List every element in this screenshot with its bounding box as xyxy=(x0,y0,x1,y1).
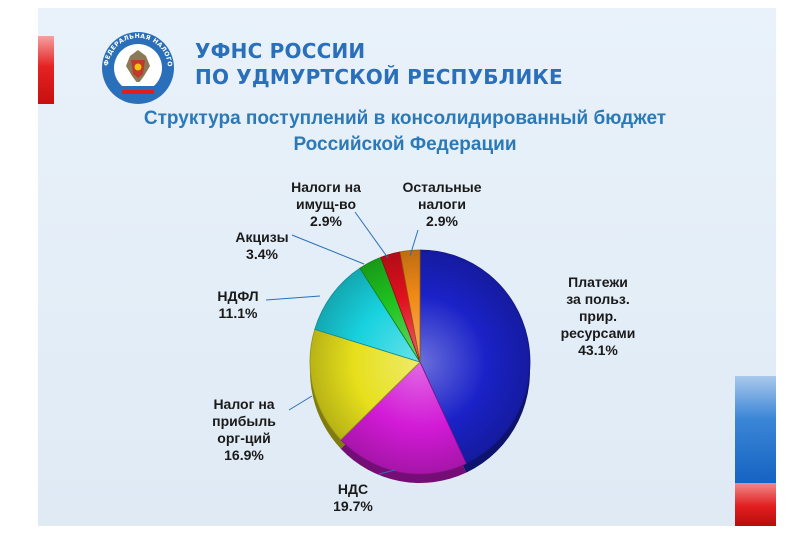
pie-slice[interactable] xyxy=(399,249,421,363)
slice-category-label: за польз. xyxy=(566,291,629,307)
slice-category-label: налоги xyxy=(418,196,466,212)
leader-line xyxy=(265,295,321,301)
pie-slice[interactable] xyxy=(314,267,421,363)
slice-category-label: орг-ций xyxy=(217,430,270,446)
decorative-flag-bars xyxy=(735,376,776,526)
leader-line xyxy=(378,469,396,475)
slice-category-label: Налог на xyxy=(213,396,274,412)
organization-name: УФНС РОССИИ ПО УДМУРТСКОЙ РЕСПУБЛИКЕ xyxy=(195,38,563,90)
leader-line xyxy=(409,229,419,257)
slice-value-label: 2.9% xyxy=(426,213,458,229)
slice-value-label: 3.4% xyxy=(246,246,278,262)
slice-value-label: 19.7% xyxy=(333,498,373,514)
slice-category-label: НДФЛ xyxy=(217,288,258,304)
slice-category-label: Платежи xyxy=(568,274,628,290)
leader-line xyxy=(291,234,365,265)
decorative-blue-bar xyxy=(735,376,776,483)
slice-value-label: 2.9% xyxy=(310,213,342,229)
chart-title-line-1: Структура поступлений в консолидированны… xyxy=(143,108,667,129)
org-line-1: УФНС РОССИИ xyxy=(195,39,366,63)
pie-slice[interactable] xyxy=(419,249,531,465)
slice-category-label: прир. xyxy=(579,308,617,324)
slice-category-label: ресурсами xyxy=(561,325,636,341)
pie-slice[interactable] xyxy=(340,361,467,475)
slice-value-label: 43.1% xyxy=(578,342,618,358)
slice-category-label: Налоги на xyxy=(291,179,361,195)
leader-line xyxy=(288,395,313,411)
slice-category-label: прибыль xyxy=(212,413,276,429)
slice-value-label: 11.1% xyxy=(219,305,258,321)
org-line-2: ПО УДМУРТСКОЙ РЕСПУБЛИКЕ xyxy=(195,65,563,89)
decorative-red-bar xyxy=(38,36,54,104)
slice-category-label: НДС xyxy=(338,481,368,497)
pie-slices xyxy=(309,249,531,475)
pie-slice[interactable] xyxy=(309,328,421,441)
slice-value-label: 16.9% xyxy=(224,447,264,463)
leader-line xyxy=(354,211,389,259)
slice-category-label: Акцизы xyxy=(235,229,288,245)
chart-title: Структура поступлений в консолидированны… xyxy=(140,106,670,158)
tax-service-logo-icon: ФЕДЕРАЛЬНАЯ НАЛОГОВАЯ СЛУЖБА xyxy=(100,30,174,104)
chart-title-line-2: Российской Федерации xyxy=(293,134,517,155)
slice-category-label: Остальные xyxy=(402,179,481,195)
slice-category-label: имущ-во xyxy=(296,196,356,212)
decorative-red-bar-right xyxy=(735,483,776,526)
